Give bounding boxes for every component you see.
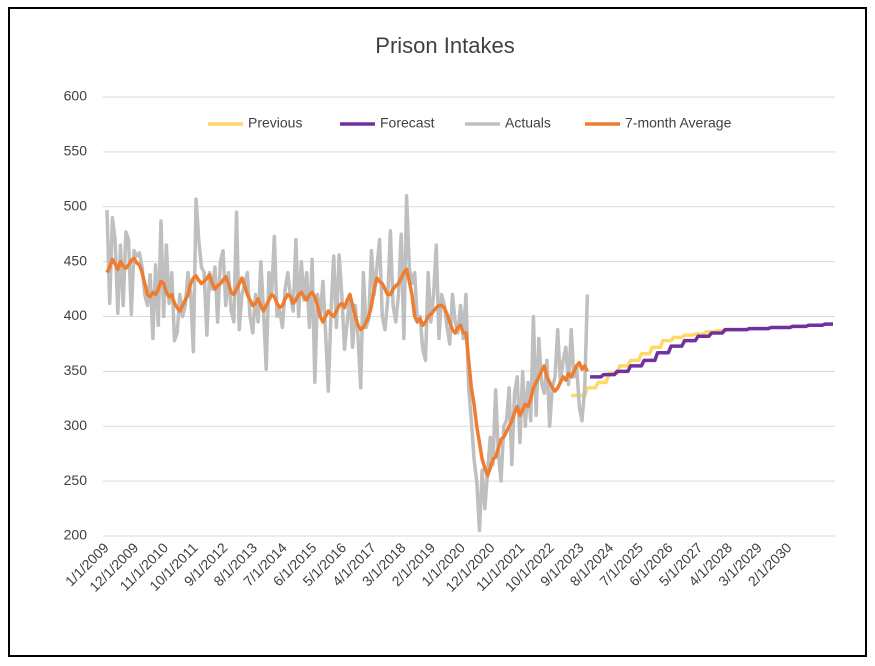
y-tick-label: 200 xyxy=(64,527,88,543)
legend-label: 7-month Average xyxy=(625,115,732,131)
series-line xyxy=(590,322,833,379)
legend-label: Forecast xyxy=(380,115,435,131)
series-line xyxy=(105,256,589,478)
y-tick-label: 500 xyxy=(64,197,88,213)
legend-label: Actuals xyxy=(505,115,551,131)
y-tick-label: 300 xyxy=(64,417,88,433)
legend-label: Previous xyxy=(248,115,302,131)
series-line xyxy=(105,194,590,533)
y-tick-label: 550 xyxy=(64,143,88,159)
chart-title: Prison Intakes xyxy=(375,33,514,58)
y-tick-label: 600 xyxy=(64,88,88,104)
y-tick-label: 350 xyxy=(64,362,88,378)
y-tick-label: 450 xyxy=(64,252,88,268)
y-tick-label: 400 xyxy=(64,307,88,323)
y-tick-label: 250 xyxy=(64,472,88,488)
